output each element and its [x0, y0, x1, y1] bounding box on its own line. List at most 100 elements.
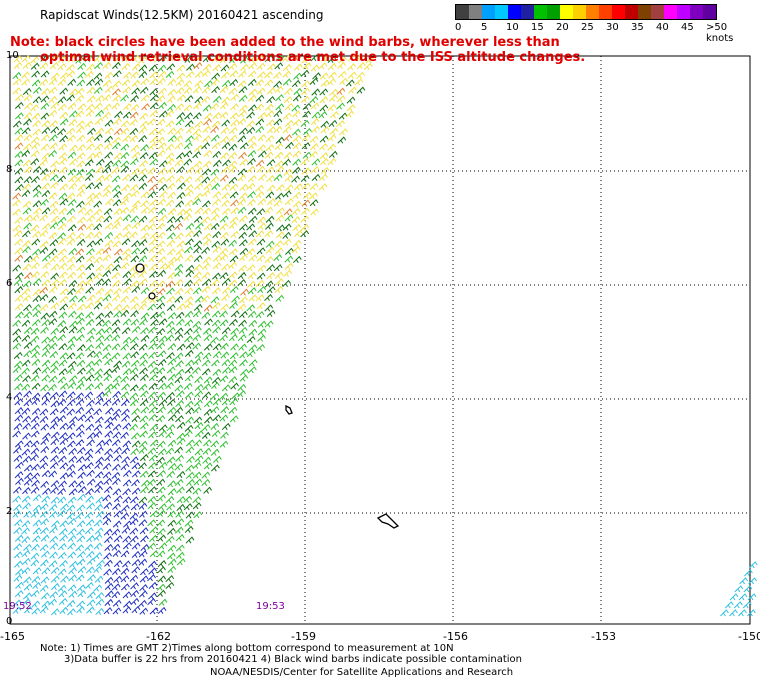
wind-barb [201, 95, 211, 104]
wind-barb [212, 95, 222, 103]
wind-barb [67, 440, 76, 448]
wind-barb [50, 454, 59, 462]
wind-barb [129, 384, 139, 392]
wind-barb [39, 246, 49, 254]
wind-barb [75, 334, 85, 342]
wind-barb [122, 440, 132, 448]
wind-barb [111, 175, 121, 183]
wind-barb [157, 494, 166, 502]
wind-barb [12, 199, 22, 207]
wind-barb [121, 383, 130, 391]
wind-barb [255, 279, 265, 287]
wind-barb [222, 159, 231, 167]
wind-barb [193, 61, 203, 70]
wind-barb [156, 550, 166, 558]
wind-barb [138, 215, 148, 223]
wind-barb [22, 422, 31, 430]
wind-barb [139, 510, 148, 518]
wind-barb [284, 119, 294, 127]
wind-barb [183, 80, 192, 88]
wind-barb [157, 64, 167, 72]
wind-barb [85, 318, 95, 326]
wind-barb [67, 584, 77, 592]
wind-barb [93, 256, 103, 264]
wind-barb [93, 102, 103, 110]
wind-barb [219, 334, 228, 342]
wind-barb [112, 488, 122, 496]
wind-barb [230, 230, 240, 238]
wind-barb [86, 591, 96, 599]
wind-barb [212, 230, 222, 239]
wind-barb [12, 71, 22, 80]
wind-barb [301, 133, 311, 142]
wind-barb [157, 391, 166, 399]
wind-barb [122, 352, 132, 360]
wind-barb [68, 118, 78, 127]
wind-barb [174, 263, 184, 271]
wind-barb [247, 310, 257, 318]
wind-barb [94, 117, 104, 125]
wind-barb [103, 302, 113, 310]
wind-barb [229, 301, 238, 309]
wind-barb [48, 109, 58, 117]
wind-barb [183, 104, 193, 112]
wind-barb [84, 448, 94, 456]
wind-barb [237, 390, 247, 398]
wind-barb [273, 173, 283, 181]
wind-barb [30, 214, 40, 222]
wind-barb [131, 558, 141, 567]
wind-barb [113, 303, 123, 311]
wind-barb [103, 215, 113, 223]
legend-swatch [547, 5, 560, 19]
wind-barb [240, 56, 249, 64]
wind-barb [59, 472, 69, 480]
wind-barb [148, 581, 158, 590]
wind-barb [48, 598, 57, 606]
wind-barb [130, 496, 139, 504]
wind-barb [129, 174, 139, 182]
wind-barb [176, 470, 186, 479]
wind-barb [84, 278, 94, 286]
wind-barb [327, 62, 337, 71]
wind-barb [176, 496, 186, 504]
wind-barb [95, 312, 105, 320]
wind-barb [174, 295, 184, 303]
wind-barb [176, 503, 186, 512]
wind-barb [274, 247, 284, 255]
wind-barb [93, 72, 103, 80]
wind-barb [130, 351, 140, 359]
wind-barb [59, 352, 69, 360]
wind-barb [112, 264, 121, 272]
wind-barb [246, 111, 255, 119]
wind-barb [15, 477, 24, 485]
wind-barb [59, 326, 69, 334]
wind-barb [102, 518, 112, 526]
wind-barb [148, 152, 158, 160]
wind-barb [67, 534, 77, 542]
wind-barb [184, 296, 194, 304]
wind-barb [32, 303, 41, 311]
wind-barb [221, 277, 231, 286]
wind-barb [138, 56, 148, 64]
wind-barb [30, 104, 39, 112]
color-legend: 0 5 10 15 20 25 30 35 40 45 >50 knots [455, 4, 733, 44]
wind-barb [237, 278, 247, 287]
wind-barb [66, 127, 76, 135]
wind-barb [131, 151, 141, 159]
wind-barb [156, 583, 166, 591]
wind-barb [327, 143, 336, 151]
wind-barb [255, 118, 265, 126]
wind-barb [282, 70, 292, 78]
wind-barb [75, 175, 84, 183]
wind-barb [284, 255, 294, 263]
wind-barb [50, 102, 60, 110]
wind-barb [85, 231, 94, 239]
wind-barb [147, 223, 157, 231]
wind-barb [257, 134, 267, 142]
wind-barb [57, 232, 66, 240]
wind-barb [77, 295, 87, 303]
wind-barb [67, 134, 76, 142]
wind-barb [274, 142, 284, 151]
wind-barb [111, 334, 121, 342]
wind-barb [75, 126, 85, 134]
